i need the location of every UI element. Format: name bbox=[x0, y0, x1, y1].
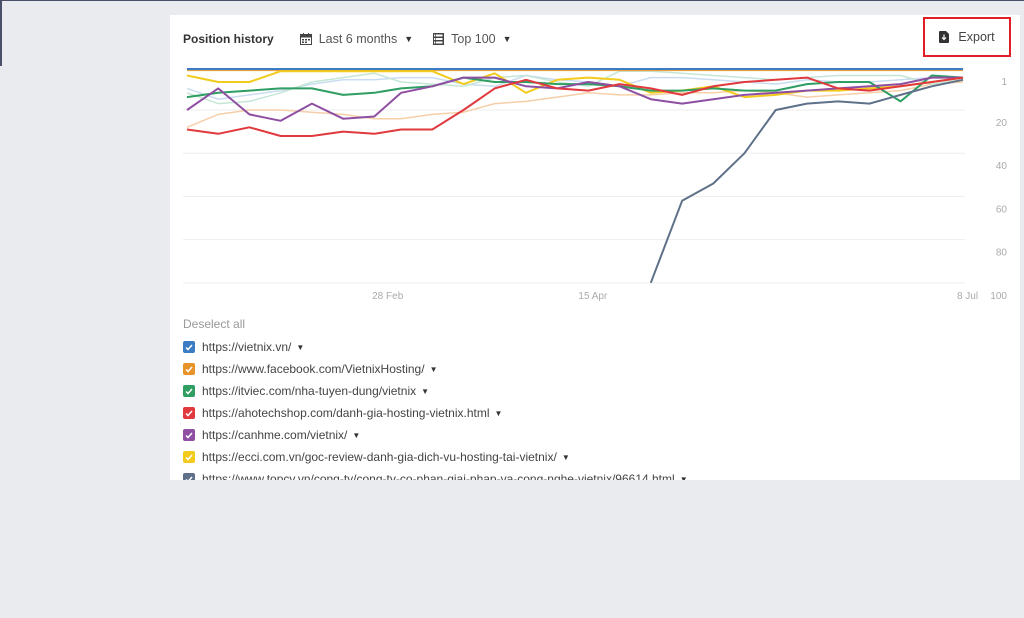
series-line-8 bbox=[186, 76, 964, 137]
export-button[interactable]: Export bbox=[923, 17, 1011, 57]
deselect-all-link[interactable]: Deselect all bbox=[183, 317, 246, 331]
file-download-icon bbox=[939, 31, 950, 43]
position-chart: 1 20 40 60 80 100 28 Feb 15 Apr 8 Jul bbox=[183, 68, 1008, 302]
top-filter-dropdown[interactable]: Top 100 ▼ bbox=[433, 32, 512, 46]
checkbox[interactable] bbox=[183, 429, 195, 441]
legend-label: https://ecci.com.vn/goc-review-danh-gia-… bbox=[202, 450, 557, 464]
y-tick-label: 1 bbox=[1001, 77, 1007, 88]
series-legend: https://vietnix.vn/▼ https://www.facebook… bbox=[183, 336, 688, 480]
chevron-down-icon[interactable]: ▼ bbox=[679, 474, 688, 481]
x-tick-label: 28 Feb bbox=[372, 291, 404, 302]
y-tick-label: 40 bbox=[996, 161, 1008, 172]
legend-label: https://vietnix.vn/ bbox=[202, 340, 292, 354]
legend-label: https://www.topcv.vn/cong-ty/cong-ty-co-… bbox=[202, 472, 675, 480]
check-icon bbox=[185, 432, 193, 439]
y-tick-label: 60 bbox=[996, 204, 1008, 215]
legend-item[interactable]: https://www.topcv.vn/cong-ty/cong-ty-co-… bbox=[183, 468, 688, 480]
series-line-5 bbox=[186, 70, 964, 99]
chevron-down-icon[interactable]: ▼ bbox=[421, 386, 430, 396]
chevron-down-icon[interactable]: ▼ bbox=[352, 430, 361, 440]
y-tick-label: 20 bbox=[996, 118, 1008, 129]
date-range-label: Last 6 months bbox=[318, 32, 398, 46]
legend-item[interactable]: https://ecci.com.vn/goc-review-danh-gia-… bbox=[183, 446, 688, 468]
checkbox[interactable] bbox=[183, 407, 195, 419]
checkbox[interactable] bbox=[183, 363, 195, 375]
series-line-6 bbox=[186, 74, 964, 103]
top-filter-label: Top 100 bbox=[451, 32, 496, 46]
check-icon bbox=[185, 388, 193, 395]
window-border-top bbox=[0, 0, 1024, 1]
calendar-icon bbox=[299, 33, 312, 45]
legend-item[interactable]: https://www.facebook.com/VietnixHosting/… bbox=[183, 358, 688, 380]
check-icon bbox=[185, 454, 193, 461]
panel-header: Position history Last 6 months ▼ Top 100… bbox=[183, 32, 532, 46]
check-icon bbox=[185, 410, 193, 417]
x-tick-label: 8 Jul bbox=[957, 291, 978, 302]
checkbox[interactable] bbox=[183, 473, 195, 480]
chevron-down-icon[interactable]: ▼ bbox=[296, 342, 305, 352]
checkbox[interactable] bbox=[183, 341, 195, 353]
legend-label: https://canhme.com/vietnix/ bbox=[202, 428, 348, 442]
legend-label: https://www.facebook.com/VietnixHosting/ bbox=[202, 362, 425, 376]
chevron-down-icon[interactable]: ▼ bbox=[494, 408, 503, 418]
legend-label: https://ahotechshop.com/danh-gia-hosting… bbox=[202, 406, 490, 420]
checkbox[interactable] bbox=[183, 385, 195, 397]
table-icon bbox=[433, 33, 445, 45]
legend-label: https://itviec.com/nha-tuyen-dung/vietni… bbox=[202, 384, 417, 398]
chevron-down-icon: ▼ bbox=[404, 34, 414, 44]
legend-item[interactable]: https://itviec.com/nha-tuyen-dung/vietni… bbox=[183, 380, 688, 402]
chevron-down-icon[interactable]: ▼ bbox=[561, 452, 570, 462]
panel-title: Position history bbox=[183, 32, 274, 46]
chevron-down-icon[interactable]: ▼ bbox=[429, 364, 438, 374]
chevron-down-icon: ▼ bbox=[502, 34, 512, 44]
check-icon bbox=[185, 344, 193, 351]
date-range-dropdown[interactable]: Last 6 months ▼ bbox=[299, 32, 414, 46]
checkbox[interactable] bbox=[183, 451, 195, 463]
export-label: Export bbox=[958, 30, 995, 44]
y-tick-label: 80 bbox=[996, 248, 1008, 259]
window-border-left bbox=[0, 0, 2, 66]
check-icon bbox=[185, 366, 193, 373]
legend-item[interactable]: https://canhme.com/vietnix/ ▼ bbox=[183, 424, 688, 446]
series-line-9 bbox=[649, 78, 964, 284]
position-history-panel: 1 20 40 60 80 100 28 Feb 15 Apr 8 Jul Position h… bbox=[170, 15, 1020, 480]
legend-item[interactable]: https://ahotechshop.com/danh-gia-hosting… bbox=[183, 402, 688, 424]
series-line-7 bbox=[186, 76, 963, 122]
x-tick-label: 15 Apr bbox=[578, 291, 608, 302]
check-icon bbox=[185, 476, 193, 480]
y-tick-label: 100 bbox=[990, 291, 1007, 302]
series-line-0 bbox=[186, 81, 964, 128]
legend-item[interactable]: https://vietnix.vn/ ▼ bbox=[183, 336, 688, 358]
